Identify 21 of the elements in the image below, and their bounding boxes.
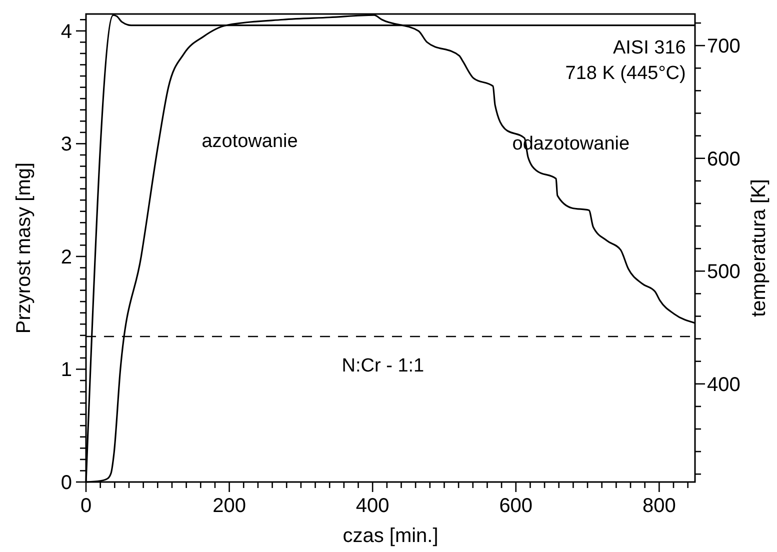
x-tick-label: 400: [356, 495, 390, 517]
y-tick-label: 1: [60, 359, 72, 382]
y2-tick-label: 500: [707, 261, 740, 284]
x-tick-label: 200: [212, 495, 246, 517]
y-tick-label: 2: [60, 246, 72, 268]
annotation: 718 K (445°C): [565, 63, 686, 84]
x-tick-label: 800: [642, 495, 676, 517]
annotation: azotowanie: [202, 131, 298, 152]
y2-axis-title: temperatura [K]: [748, 179, 770, 317]
y2-tick-label: 700: [707, 36, 740, 58]
y-axis-title: Przyrost masy [mg]: [13, 162, 35, 334]
x-tick-label: 600: [499, 495, 533, 517]
annotation: N:Cr - 1:1: [342, 356, 424, 377]
annotation: AISI 316: [612, 37, 686, 58]
y2-tick-label: 400: [707, 374, 740, 396]
x-axis-title: czas [min.]: [342, 525, 438, 547]
y-tick-label: 0: [60, 472, 72, 494]
y-tick-label: 3: [60, 134, 72, 156]
x-tick-label: 0: [80, 495, 92, 517]
y2-tick-label: 600: [707, 148, 740, 170]
y-tick-label: 4: [60, 20, 72, 43]
